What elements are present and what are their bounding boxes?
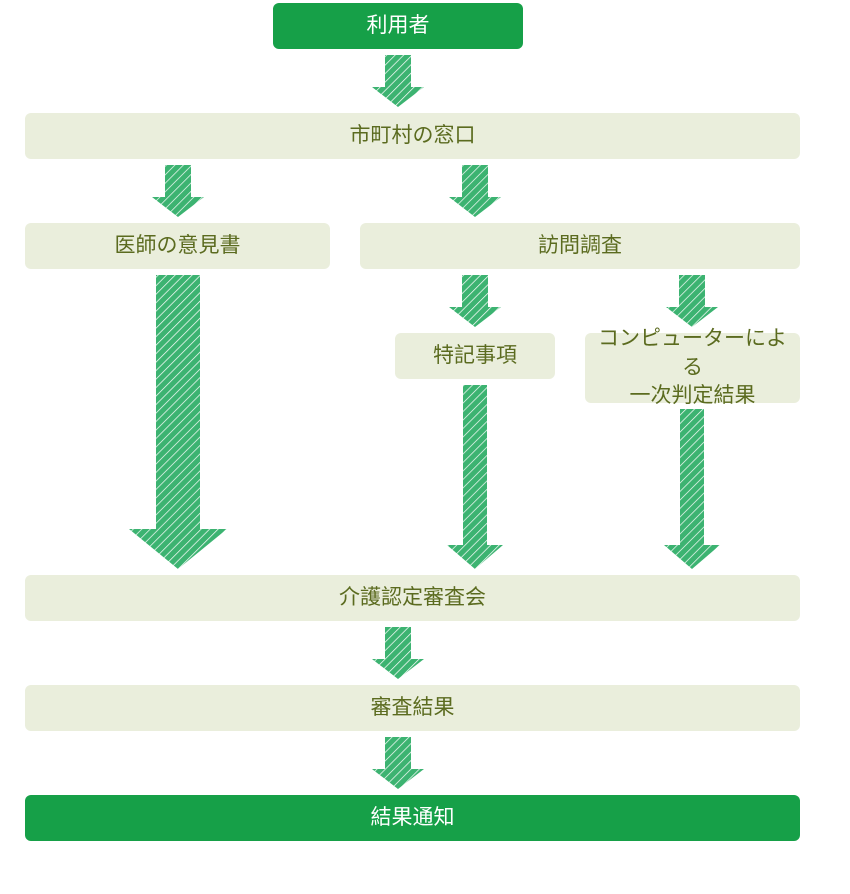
arrow-a2 [152, 165, 204, 217]
node-doctor-opinion: 医師の意見書 [25, 223, 330, 269]
node-review-board: 介護認定審査会 [25, 575, 800, 621]
arrow-a9 [372, 627, 424, 679]
arrow-a8 [664, 409, 720, 569]
node-special-notes: 特記事項 [395, 333, 555, 379]
node-label: 特記事項 [433, 342, 517, 370]
node-label: 訪問調査 [538, 232, 622, 260]
node-label: 利用者 [367, 12, 430, 40]
flowchart-canvas: 利用者 市町村の窓口 医師の意見書 訪問調査 特記事項 コンピューターによる 一… [0, 0, 850, 894]
arrow-a1 [372, 55, 424, 107]
node-review-result: 審査結果 [25, 685, 800, 731]
arrow-a4 [449, 275, 501, 327]
arrow-a6 [129, 275, 227, 569]
node-label: 審査結果 [371, 694, 455, 722]
arrow-a7 [447, 385, 503, 569]
node-label: コンピューターによる 一次判定結果 [585, 319, 800, 416]
node-label: 市町村の窓口 [350, 122, 476, 150]
node-result-notice: 結果通知 [25, 795, 800, 841]
node-label: 結果通知 [371, 804, 455, 832]
node-municipal-window: 市町村の窓口 [25, 113, 800, 159]
node-computer-result: コンピューターによる 一次判定結果 [585, 333, 800, 403]
arrow-a10 [372, 737, 424, 789]
arrow-a3 [449, 165, 501, 217]
node-visit-survey: 訪問調査 [360, 223, 800, 269]
node-user: 利用者 [273, 3, 523, 49]
node-label: 医師の意見書 [115, 232, 241, 260]
node-label: 介護認定審査会 [339, 584, 486, 612]
